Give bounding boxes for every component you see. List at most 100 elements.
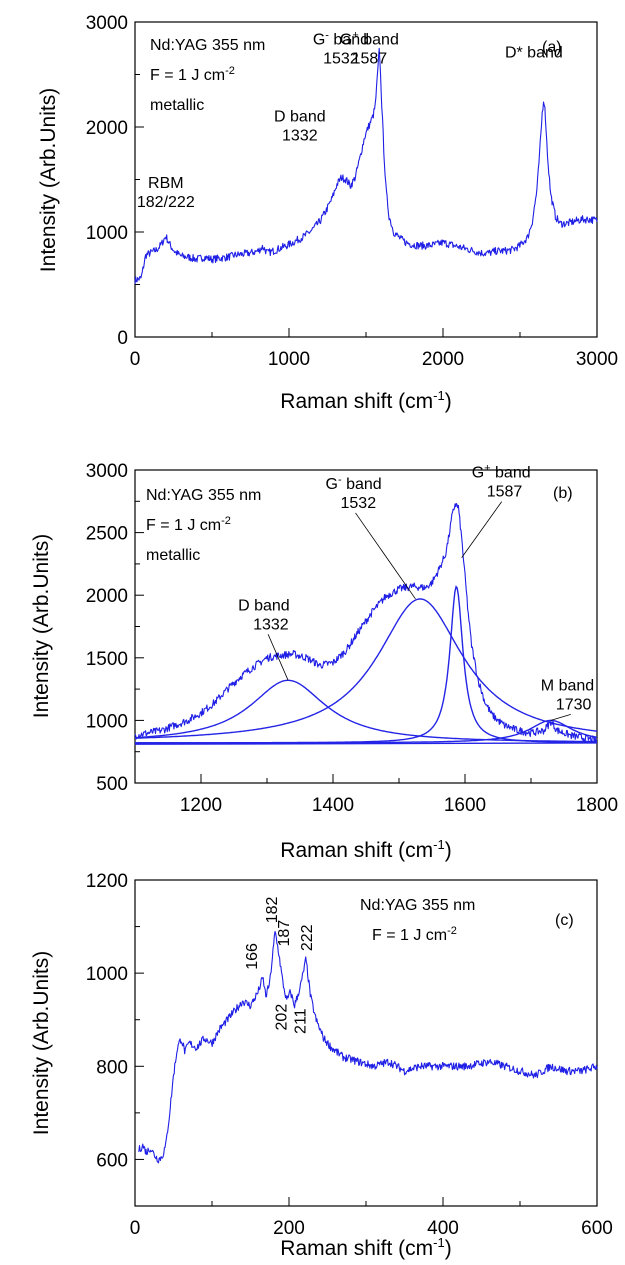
y-tick-label: 800 <box>96 1057 128 1078</box>
x-tick-label: 200 <box>273 1218 305 1239</box>
y-tick-label: 3000 <box>86 13 128 34</box>
annotation-label-text: D band <box>238 597 290 614</box>
x-axis-title: Raman shift (cm-1) <box>280 837 451 862</box>
annotation-label-text: G <box>472 465 484 482</box>
peak-label-bottom: 211 <box>292 1008 309 1034</box>
legend-text-line-2-main: F = 1 J cm <box>146 517 221 534</box>
annotation-label: G+ band <box>472 463 531 482</box>
x-axis-title-main: Raman shift (cm <box>280 390 433 413</box>
x-tick-label: 1800 <box>576 795 618 816</box>
annotation-leaders <box>267 501 571 721</box>
x-axis-title-sup: -1 <box>433 837 445 852</box>
annotation-value: 1332 <box>253 616 289 633</box>
annotation-leader <box>355 512 416 600</box>
legend-text-line-3: metallic <box>150 97 204 114</box>
x-tick-label: 600 <box>581 1218 613 1239</box>
y-tick-label: 1500 <box>86 649 128 670</box>
raman-spectrum-line <box>138 930 598 1164</box>
fit-component-line <box>135 719 598 744</box>
raman-spectrum-line <box>134 47 598 285</box>
annotation-label: G+ band <box>340 29 399 48</box>
ticks <box>135 469 598 784</box>
annotation-value: 1532 <box>323 51 359 68</box>
annotation-sup: - <box>338 474 342 486</box>
annotation-label-rest: band <box>491 465 531 482</box>
annotation-label: G- band <box>326 474 382 493</box>
annotation-leader <box>461 501 503 558</box>
y-tick-label: 2000 <box>86 118 128 139</box>
annotation-label: D* band <box>505 45 563 62</box>
annotation-label: RBM <box>148 175 184 192</box>
annotation-label: D band <box>274 108 326 125</box>
annotation-label-text: D band <box>274 108 326 125</box>
x-axis-title-main: Raman shift (cm <box>280 839 433 862</box>
y-tick-label: 2500 <box>86 524 128 545</box>
x-tick-label: 0 <box>130 1218 141 1239</box>
x-tick-label: 0 <box>130 349 141 370</box>
legend-text-line-2-sup: -2 <box>221 515 231 527</box>
y-tick-label: 1000 <box>86 711 128 732</box>
annotation-label-text: M band <box>541 677 594 694</box>
legend-text-line-1: Nd:YAG 355 nm <box>360 897 475 914</box>
annotation-leader <box>550 714 571 721</box>
annotation-value: 1332 <box>282 127 318 144</box>
annotation-leader <box>267 634 289 681</box>
raman-spectrum-line <box>134 502 598 743</box>
annotation-label: M band <box>541 677 594 694</box>
peak-label-top: 182 <box>264 896 281 923</box>
x-tick-label: 1000 <box>268 349 310 370</box>
x-tick-label: 1200 <box>180 795 222 816</box>
annotation-label-rest: band <box>329 32 369 49</box>
x-axis-title: Raman shift (cm-1) <box>280 388 451 413</box>
annotation-value: 182/222 <box>137 194 195 211</box>
ticks <box>134 879 598 1206</box>
x-axis-title-end: ) <box>445 839 452 862</box>
annotation-label: G- band <box>313 30 369 49</box>
tick-labels: 0 1000 2000 3000 0 1000 2000 3000 <box>86 13 618 370</box>
y-tick-label: 500 <box>96 774 128 795</box>
annotation-sup: + <box>484 463 490 475</box>
annotation-label-text: RBM <box>148 175 184 192</box>
chart-panel-b: 1200 1400 1600 180050010001500200025003000 … <box>30 461 618 862</box>
annotation-value: 1587 <box>352 50 388 67</box>
legend-text-line-2: F = 1 J cm-2 <box>150 65 235 84</box>
x-tick-label: 2000 <box>422 349 464 370</box>
fit-component-line <box>134 598 598 739</box>
x-axis-title-end: ) <box>445 1237 452 1260</box>
legend-text-line-2-main: F = 1 J cm <box>372 927 447 944</box>
legend-text-line-3: metallic <box>146 547 200 564</box>
annotation-value: 1730 <box>556 696 592 713</box>
x-tick-label: 1400 <box>312 795 354 816</box>
annotation-value: 1532 <box>341 495 377 512</box>
annotation-label-text: D* band <box>505 45 563 62</box>
y-tick-label: 3000 <box>86 461 128 482</box>
panel-label: (c) <box>555 912 574 929</box>
x-axis-title: Raman shift (cm-1) <box>280 1235 451 1260</box>
annotation-label-rest: band <box>342 476 382 493</box>
x-tick-label: 1600 <box>444 795 486 816</box>
x-tick-label: 400 <box>427 1218 459 1239</box>
panel-label: (a) <box>542 39 562 56</box>
legend-text-line-2-main: F = 1 J cm <box>150 67 225 84</box>
x-axis-title-sup: -1 <box>433 388 445 403</box>
y-tick-label: 1200 <box>86 871 128 892</box>
y-tick-label: 2000 <box>86 586 128 607</box>
legend-text-line-2-sup: -2 <box>225 65 235 77</box>
y-axis-title: Intensity (Arb.Units) <box>30 951 53 1135</box>
tick-labels: 0 200 400 600 600 800 1000 1200 <box>86 871 613 1239</box>
peak-label-top: 187 <box>276 920 293 947</box>
annotation-sup: - <box>325 30 329 42</box>
y-tick-label: 600 <box>96 1150 128 1171</box>
annotation-sup: + <box>352 29 358 41</box>
annotation-label-text: G <box>340 31 352 48</box>
x-axis-title-end: ) <box>445 390 452 413</box>
peak-label-bottom: 202 <box>274 1004 291 1031</box>
plot-frame <box>134 879 598 1207</box>
x-axis-title-main: Raman shift (cm <box>280 1237 433 1260</box>
legend-text-line-1: Nd:YAG 355 nm <box>146 487 261 504</box>
